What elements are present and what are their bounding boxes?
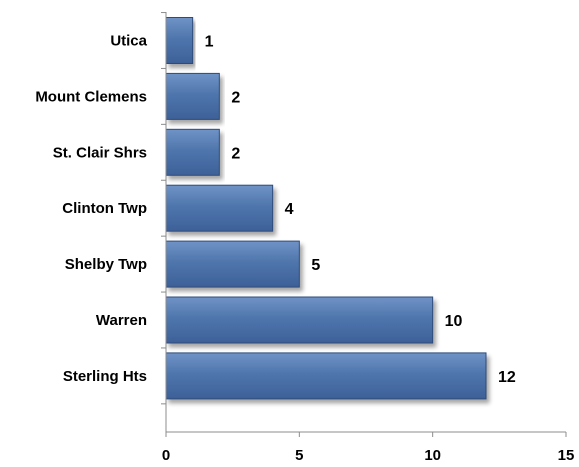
category-label-warren: Warren (96, 312, 147, 329)
axes-group (161, 12, 567, 437)
bar-clinton-twp (165, 184, 274, 232)
bar-utica (165, 17, 194, 64)
category-labels-group: Utica Mount Clemens St. Clair Shrs Clinton … (35, 33, 147, 385)
x-tick-label: 5 (295, 447, 303, 464)
bar-sterling-hts (165, 352, 487, 400)
bar-st-clair-shrs (165, 128, 220, 176)
value-label-clinton-twp: 4 (285, 201, 294, 218)
category-label-sterling-hts: Sterling Hts (63, 368, 147, 385)
value-label-st-clair-shrs: 2 (231, 145, 240, 162)
value-label-utica: 1 (205, 34, 214, 51)
bar-shelby-twp (165, 240, 300, 288)
bar-mount-clemens (165, 72, 220, 120)
category-label-shelby-twp: Shelby Twp (65, 256, 147, 273)
value-label-shelby-twp: 5 (311, 257, 320, 274)
bar-warren (165, 296, 434, 344)
x-tick-label: 10 (424, 447, 441, 464)
x-tick-label: 15 (558, 447, 575, 464)
x-tick-labels-group: 0 5 10 15 (162, 447, 575, 464)
category-label-utica: Utica (110, 33, 147, 50)
category-label-clinton-twp: Clinton Twp (62, 200, 147, 217)
value-label-mount-clemens: 2 (231, 89, 240, 106)
category-label-mount-clemens: Mount Clemens (35, 88, 147, 105)
value-label-warren: 10 (445, 313, 463, 330)
x-tick-label: 0 (162, 447, 170, 464)
category-label-st-clair-shrs: St. Clair Shrs (53, 144, 147, 161)
bars-group (165, 17, 487, 400)
value-label-sterling-hts: 12 (498, 369, 516, 386)
